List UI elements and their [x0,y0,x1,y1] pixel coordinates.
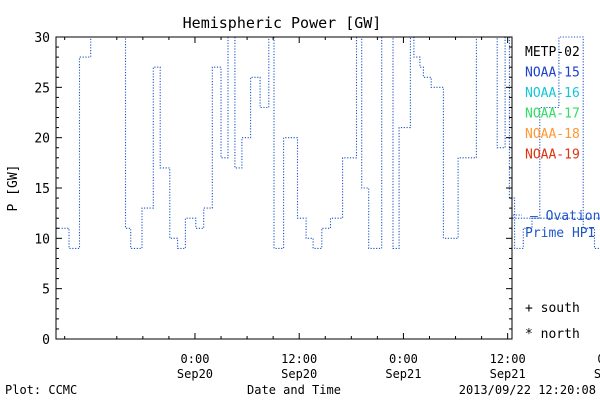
ovation-series-layer [56,36,600,249]
legend-entry: METP-02 [525,45,580,60]
x-tick-label-date: Sep21 [385,367,421,381]
y-tick-label: 0 [42,333,50,348]
legend-entry: NOAA-18 [525,127,580,142]
x-tick-label-date: Sep21 [490,367,526,381]
marker-key-entry: + south [525,301,580,316]
chart-title: Hemispheric Power [GW] [183,14,382,32]
legend-entry: NOAA-17 [525,107,580,122]
ovation-legend-line1: — Ovation [530,209,600,224]
y-tick-label: 25 [34,81,50,96]
x-tick-label-date: Sep20 [281,367,317,381]
x-tick-label-time: 12:00 [490,352,526,366]
x-tick-label-time: 12:00 [281,352,317,366]
plot-frame [55,36,513,340]
x-axis-label: Date and Time [247,383,341,397]
legend-entry: NOAA-15 [525,66,580,81]
x-tick-label-date: Sep22 [594,367,600,381]
x-tick-label-time: 0:00 [597,352,600,366]
x-tick-label-time: 0:00 [389,352,418,366]
plot-credit: Plot: CCMC [5,383,77,397]
x-tick-label-date: Sep20 [177,367,213,381]
y-tick-label: 30 [34,31,50,46]
y-axis-label: P [GW] [6,165,21,212]
ovation-legend: — Ovation Prime HPI [513,209,600,241]
legend: METP-02 NOAA-15 NOAA-16 NOAA-17 NOAA-18 NOAA-… [525,45,580,163]
y-tick-label: 15 [34,182,50,197]
plot-timestamp: 2013/09/22 12:20:08 [459,383,596,397]
legend-entry: NOAA-19 [525,148,580,163]
marker-key-entry: * north [525,327,580,342]
y-tick-label: 10 [34,232,50,247]
marker-key: + south * north [525,301,580,342]
ovation-hpi-line [56,36,600,249]
y-tick-label: 5 [42,283,50,298]
ovation-legend-line2: Prime HPI [525,226,595,241]
x-tick-label-time: 0:00 [181,352,210,366]
axes-layer: 0510152025300:00Sep2012:00Sep200:00Sep21… [34,31,600,381]
y-tick-label: 20 [34,132,50,147]
legend-entry: NOAA-16 [525,86,580,101]
